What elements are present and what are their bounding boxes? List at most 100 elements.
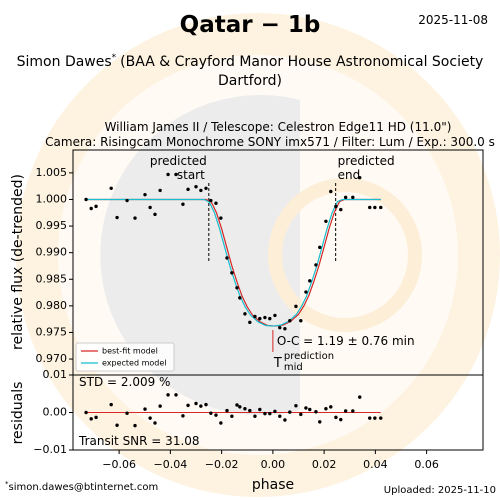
tmid-sup: prediction: [284, 351, 334, 362]
tmid-label: T: [273, 356, 282, 371]
data-point: [143, 192, 147, 197]
y-tick-label: 0.995: [36, 219, 68, 232]
residual-point: [318, 420, 322, 424]
residual-point: [238, 405, 242, 409]
residual-point: [174, 393, 178, 397]
data-point: [351, 195, 355, 200]
watermark: [16, 13, 500, 497]
affiliation: Dartford): [218, 73, 282, 89]
data-point: [214, 201, 218, 205]
residual-point: [368, 416, 372, 420]
residual-axis-label: residuals: [10, 382, 26, 445]
residual-point: [329, 405, 333, 409]
residual-tick-label: 0.00: [43, 406, 68, 419]
residual-point: [283, 418, 287, 422]
data-point: [358, 175, 362, 180]
y-tick-label: 0.970: [36, 352, 68, 365]
data-point: [238, 296, 242, 300]
residual-point: [153, 421, 157, 425]
predicted-start-label: predicted: [150, 154, 207, 168]
data-point: [318, 245, 322, 250]
residual-point: [115, 423, 119, 427]
data-point: [268, 316, 272, 321]
data-point: [204, 186, 208, 190]
data-point: [278, 325, 282, 330]
data-point: [89, 206, 93, 211]
data-point: [294, 304, 298, 309]
data-point: [194, 185, 198, 189]
x-tick-label: 0.04: [363, 458, 388, 471]
data-point: [248, 320, 252, 325]
std-label: STD = 2.009 %: [79, 375, 170, 389]
data-point: [230, 271, 234, 275]
author-mark: *: [112, 53, 117, 63]
residual-point: [358, 395, 362, 399]
y-tick-label: 0.985: [36, 272, 68, 285]
data-point: [199, 188, 203, 193]
data-point: [109, 186, 113, 190]
data-point: [186, 187, 190, 192]
y-tick-label: 1.000: [36, 192, 68, 205]
residual-point: [225, 408, 229, 413]
data-point: [258, 316, 262, 321]
residual-point: [339, 417, 343, 422]
y-tick-label: 1.005: [36, 166, 68, 179]
data-point: [209, 198, 213, 203]
residual-point: [84, 410, 88, 415]
data-point: [181, 202, 185, 206]
predicted-end-label: predicted: [338, 154, 395, 168]
x-tick-label: −0.02: [205, 458, 239, 471]
residual-point: [343, 409, 348, 413]
data-point: [304, 290, 308, 294]
x-tick-label: 0.02: [312, 458, 337, 471]
footnote-mark: *: [5, 480, 9, 488]
residual-point: [143, 407, 147, 411]
date: 2025-11-08: [418, 13, 488, 27]
residual-tick-label: 0.01: [43, 368, 68, 381]
data-point: [373, 205, 377, 210]
x-tick-label: −0.04: [154, 458, 188, 471]
watermark-disk: [100, 94, 300, 416]
x-tick-label: 0.06: [414, 458, 439, 471]
residual-point: [351, 409, 355, 413]
data-point: [235, 286, 239, 290]
data-point: [379, 205, 383, 210]
residual-point: [230, 414, 234, 418]
residual-point: [324, 407, 328, 411]
residual-point: [235, 403, 239, 407]
residual-point: [294, 404, 298, 408]
data-point: [253, 314, 257, 319]
legend-box: [75, 342, 175, 372]
y-tick-label: 0.990: [36, 246, 68, 259]
data-point: [308, 279, 312, 283]
residual-point: [263, 411, 267, 416]
residual-point: [219, 421, 223, 425]
data-point: [339, 207, 343, 212]
residual-point: [373, 416, 377, 420]
residual-point: [166, 393, 170, 397]
residual-point: [334, 415, 338, 420]
data-point: [219, 216, 223, 220]
data-point: [158, 188, 162, 193]
residual-point: [199, 404, 203, 408]
data-point: [153, 212, 157, 217]
residual-point: [194, 401, 198, 406]
data-point: [334, 204, 338, 209]
subtitle: Camera: Risingcam Monochrome SONY imx571…: [45, 135, 495, 149]
chart-title: Qatar − 1b: [180, 12, 321, 38]
predicted-end-label: end: [338, 168, 361, 182]
residual-point: [209, 411, 213, 415]
data-point: [263, 315, 267, 320]
residual-point: [109, 402, 113, 407]
residual-point: [248, 408, 252, 413]
data-point: [299, 319, 303, 323]
data-point: [324, 219, 328, 223]
residual-point: [186, 403, 190, 408]
tmid-base: T: [273, 356, 282, 371]
oc-label: O-C = 1.19 ± 0.76 min: [277, 334, 415, 348]
data-point: [273, 313, 277, 318]
residual-point: [268, 411, 272, 416]
data-point: [84, 197, 88, 202]
email: simon.dawes@btinternet.com: [9, 482, 159, 493]
